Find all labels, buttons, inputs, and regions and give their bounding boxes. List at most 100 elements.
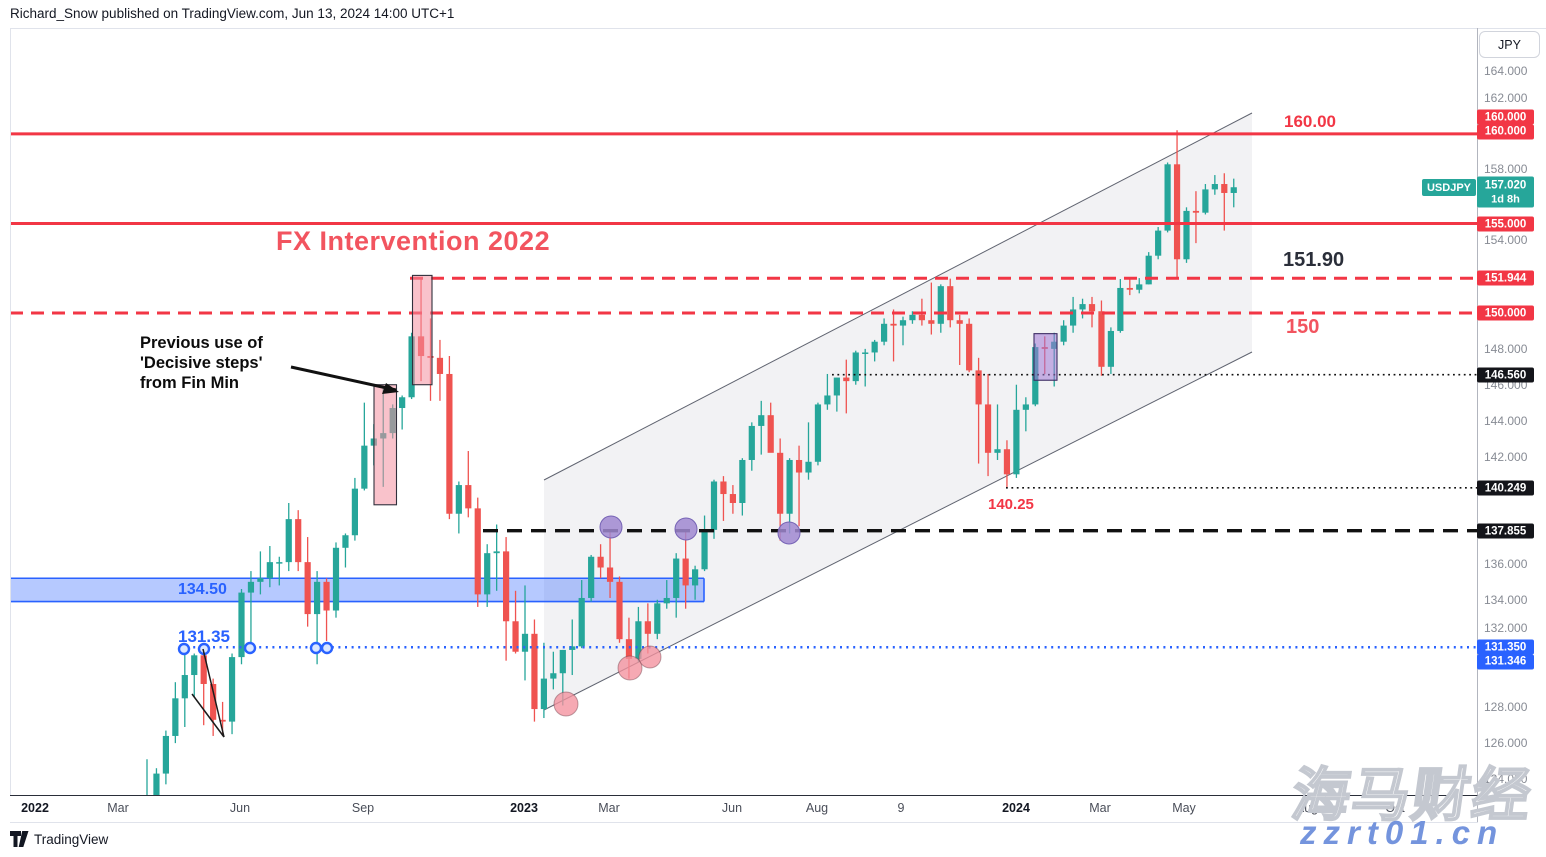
candle: [332, 542, 340, 618]
candle: [899, 316, 907, 346]
level-label-140-25: 140.25: [988, 496, 1034, 513]
pink-circle-marker[interactable]: [617, 655, 643, 681]
time-axis-label: Aug: [1295, 801, 1319, 815]
candle: [966, 318, 973, 373]
candle: [739, 458, 746, 516]
candle: [805, 422, 812, 480]
candle: [408, 332, 415, 400]
candle: [162, 730, 169, 785]
trend-channel-fill: [544, 113, 1252, 710]
blue-circle-marker[interactable]: [243, 641, 257, 655]
candle: [824, 373, 831, 410]
purple-highlight-box[interactable]: [1033, 333, 1058, 381]
price-axis-label: 164.000: [1484, 64, 1528, 78]
candle: [531, 619, 538, 722]
time-axis-label: Jun: [721, 801, 743, 815]
currency-jpy-button[interactable]: JPY: [1479, 31, 1540, 58]
note-line-1: Previous use of: [140, 334, 263, 352]
support-band-134-50[interactable]: [10, 578, 704, 602]
price-axis-label: 162.000: [1484, 91, 1528, 105]
candle: [521, 585, 529, 681]
plot-area[interactable]: [10, 112, 1253, 833]
candle: [720, 476, 727, 521]
price-badge-blue: 131.350: [1477, 639, 1534, 655]
candle: [890, 309, 897, 362]
candle: [304, 537, 311, 627]
candle: [323, 578, 330, 641]
candle: [1211, 175, 1218, 195]
candle: [654, 599, 661, 640]
candle: [1107, 327, 1114, 374]
candle: [767, 402, 774, 453]
time-axis-label: 2022: [21, 801, 49, 815]
decisive-steps-note: Previous use of 'Decisive steps' from Fin …: [140, 333, 263, 393]
watermark-url-text: zzrt01.cn: [1300, 814, 1505, 851]
candle: [937, 284, 944, 333]
price-badge-red: 151.944: [1477, 270, 1534, 286]
candle: [1183, 207, 1190, 263]
purple-circle-marker[interactable]: [599, 515, 623, 539]
candle: [146, 759, 148, 795]
candle: [1126, 277, 1133, 296]
pink-circle-marker[interactable]: [638, 645, 662, 669]
price-badge-black: 140.249: [1477, 480, 1534, 496]
candle: [351, 477, 358, 541]
candle: [361, 402, 368, 491]
price-axis-separator[interactable]: [1477, 28, 1478, 822]
price-axis-label: 136.000: [1484, 557, 1528, 571]
candle: [928, 282, 935, 335]
time-axis-label: Jun: [229, 801, 251, 815]
price-axis-label: 132.000: [1484, 621, 1528, 635]
candle: [871, 339, 878, 362]
price-axis-label: 144.000: [1484, 414, 1528, 428]
price-axis-label: 126.000: [1484, 736, 1528, 750]
candle: [777, 438, 784, 541]
time-axis-label: 2023: [510, 801, 538, 815]
price-badge-red: 160.000: [1477, 109, 1534, 125]
candle: [503, 537, 510, 661]
price-badge-teal: 157.020 1d 8h: [1477, 176, 1534, 208]
purple-circle-marker[interactable]: [674, 517, 698, 541]
level-label-160: 160.00: [1284, 112, 1336, 131]
time-axis-label: May: [1172, 801, 1196, 815]
price-axis-label: 124.000: [1484, 772, 1528, 786]
candle: [436, 339, 444, 401]
trend-channel-upper-line[interactable]: [543, 112, 1253, 481]
candle: [512, 590, 519, 654]
time-axis-separator[interactable]: [10, 795, 1478, 796]
wedge-trendline[interactable]: [202, 648, 225, 738]
price-axis-label: 128.000: [1484, 700, 1528, 714]
price-badge-blue: 131.346: [1477, 654, 1534, 669]
blue-circle-marker[interactable]: [320, 641, 334, 655]
candle: [1013, 384, 1020, 478]
candle: [474, 497, 481, 607]
level-label-150: 150: [1286, 316, 1320, 338]
candle: [1117, 278, 1124, 333]
pink-highlight-box[interactable]: [373, 384, 398, 506]
blue-circle-marker[interactable]: [177, 642, 191, 656]
candle: [616, 576, 623, 643]
tradingview-attribution[interactable]: TradingView: [10, 831, 108, 847]
pink-highlight-box[interactable]: [411, 274, 433, 386]
candle: [862, 348, 869, 387]
candle: [493, 524, 500, 591]
time-axis-label: Mar: [1089, 801, 1111, 815]
purple-circle-marker[interactable]: [777, 521, 801, 545]
pink-circle-marker[interactable]: [553, 691, 579, 717]
candle: [1202, 184, 1209, 215]
time-axis-label: 2024: [1002, 801, 1030, 815]
candle: [578, 580, 585, 649]
candle: [172, 682, 179, 744]
candle: [455, 481, 462, 534]
candle: [1164, 162, 1171, 233]
candle: [947, 278, 954, 328]
candle: [228, 653, 236, 735]
candle: [597, 544, 604, 579]
wedge-trendline[interactable]: [191, 693, 225, 738]
price-axis-label: 154.000: [1484, 233, 1528, 247]
candle: [1230, 178, 1237, 208]
candle: [550, 651, 557, 690]
candle: [484, 544, 491, 607]
blue-circle-marker[interactable]: [309, 641, 323, 655]
